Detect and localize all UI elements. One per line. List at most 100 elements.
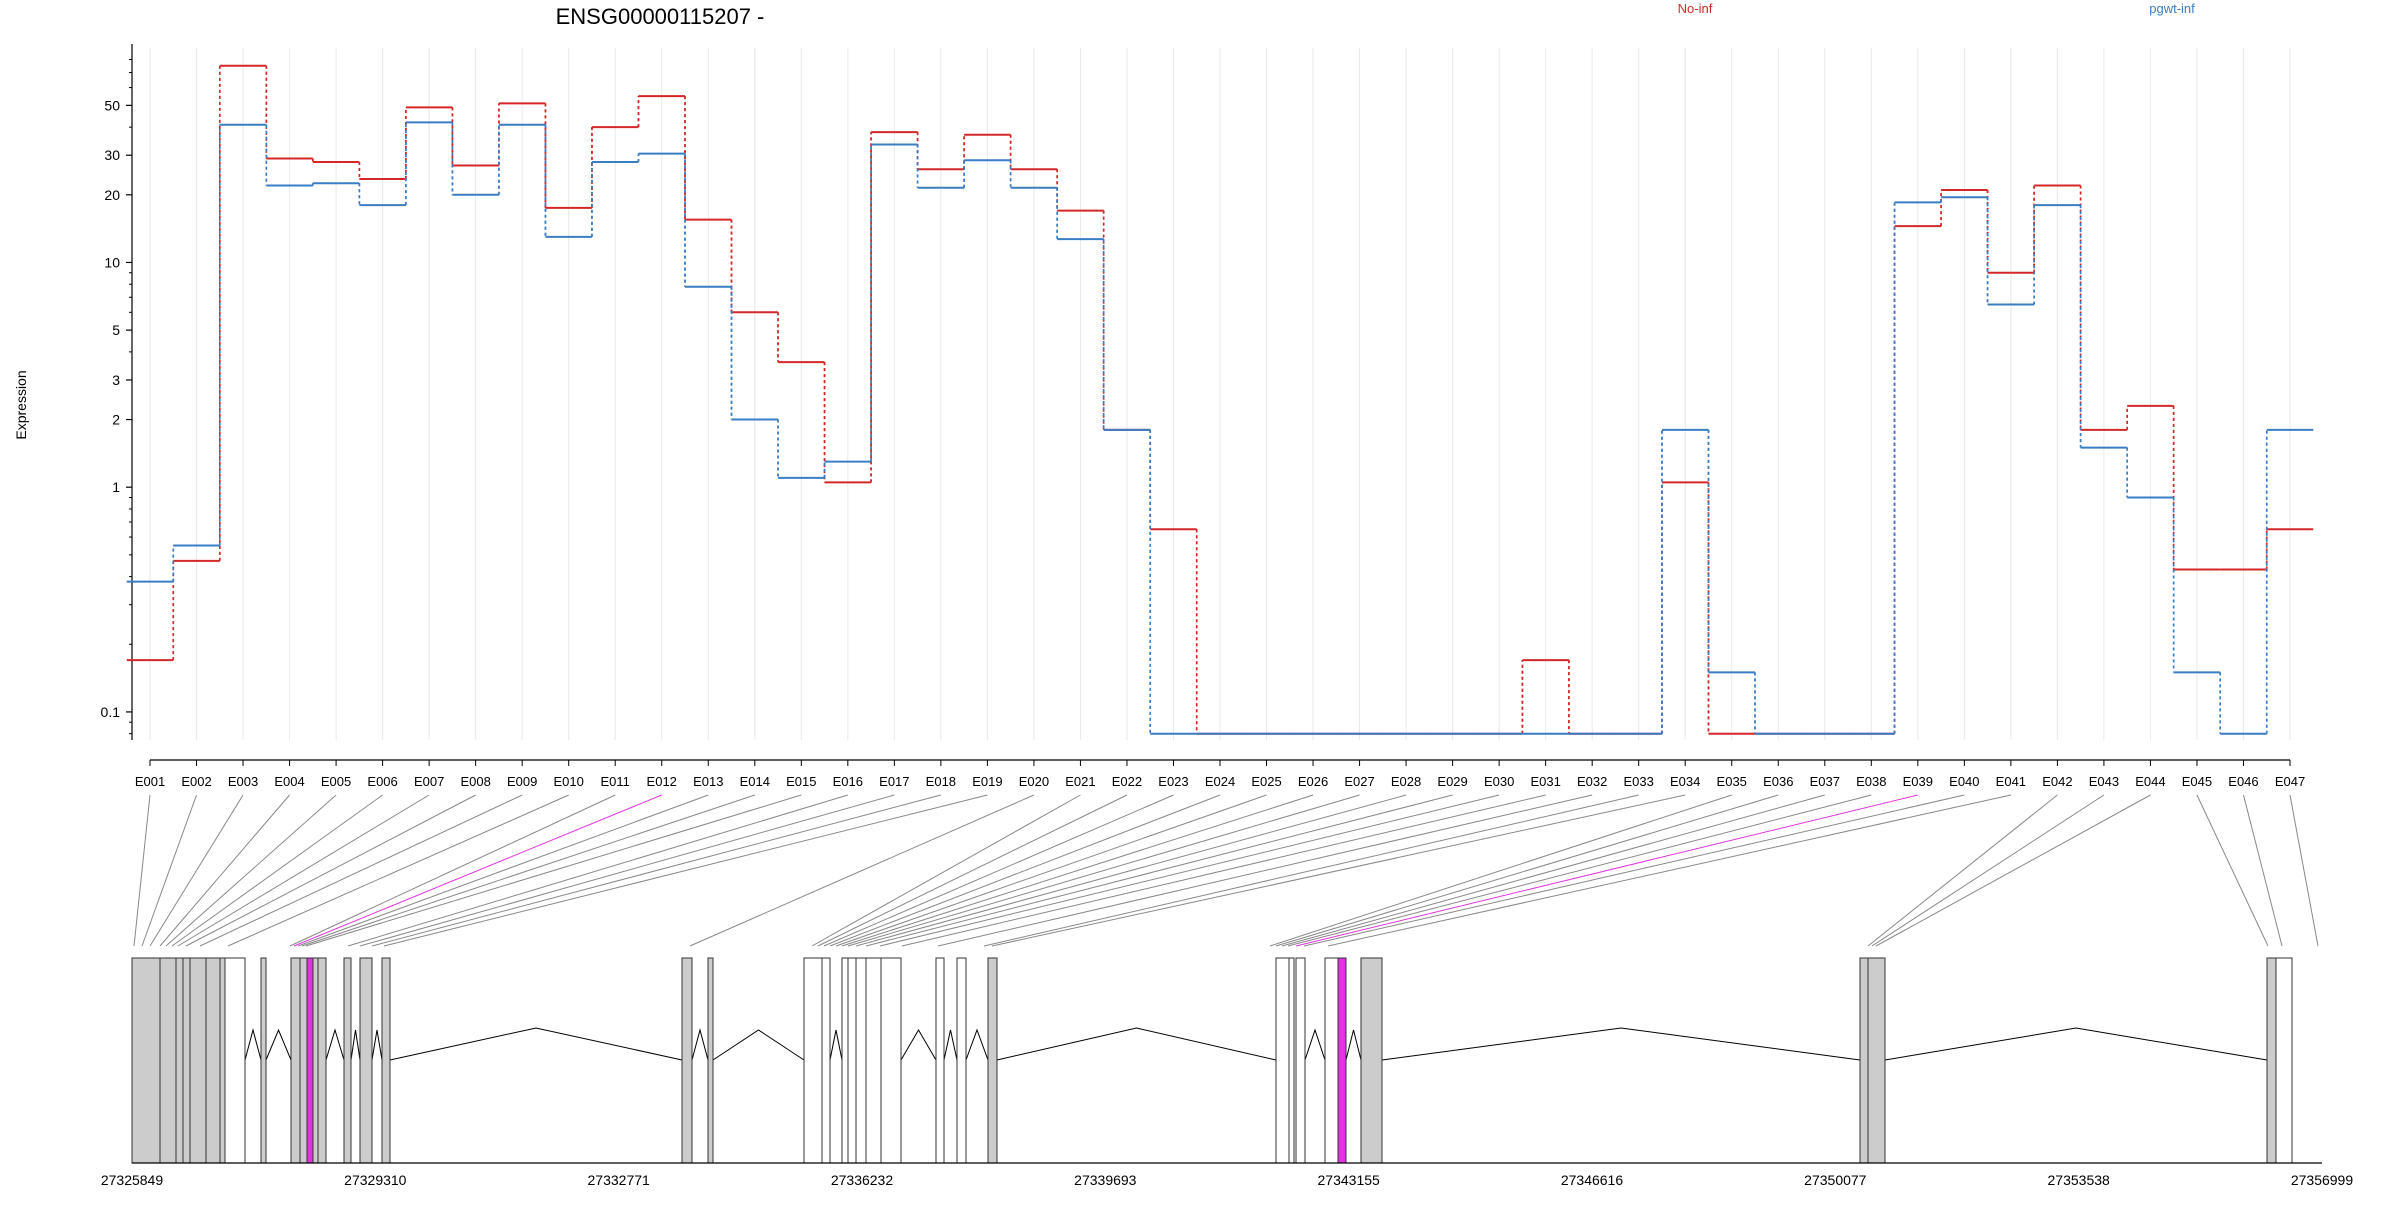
exon-box	[1275, 957, 1290, 1164]
genomic-axis: 27325849 27329310 27332771 27336232 27339693…	[101, 1162, 2354, 1188]
exon-box	[381, 957, 391, 1164]
x-tick-label: E027	[1344, 774, 1374, 789]
exon-connector	[227, 794, 569, 947]
exon-connector	[823, 794, 1174, 947]
exon-connector	[901, 794, 1546, 947]
exon-box	[865, 957, 882, 1164]
x-tick-label: E007	[414, 774, 444, 789]
intron	[1381, 1027, 1861, 1061]
exon-connector	[305, 794, 802, 947]
intron	[265, 1028, 292, 1061]
x-tick-label: E021	[1065, 774, 1095, 789]
y-tick-label: 20	[104, 187, 120, 203]
exon-box	[131, 957, 161, 1164]
exon-connector	[171, 794, 383, 947]
exon-connector	[1303, 794, 1965, 947]
exon-box	[317, 957, 327, 1164]
exon-connector	[1867, 794, 2058, 947]
exon-connector	[2242, 794, 2283, 947]
x-tick-label: E006	[367, 774, 397, 789]
exon-box	[1288, 957, 1295, 1164]
y-tick-label: 3	[112, 372, 120, 388]
exon-box	[987, 957, 998, 1164]
exon-connector	[199, 794, 523, 947]
x-tick-label: E010	[554, 774, 584, 789]
y-tick-label: 50	[104, 97, 120, 113]
exon-box	[855, 957, 867, 1164]
exon-box	[224, 957, 246, 1164]
exon-connector	[371, 794, 941, 947]
exon-box	[182, 957, 191, 1164]
exon-box	[159, 957, 177, 1164]
x-tick-label: E017	[879, 774, 909, 789]
x-tick-label: E039	[1903, 774, 1933, 789]
genomic-tick-label: 27346616	[1561, 1172, 1624, 1188]
intron	[244, 1028, 262, 1061]
y-axis: 0.1 1 2 3 5 10 20 30 50	[101, 44, 133, 740]
exon-box	[707, 957, 714, 1164]
exon-connector	[1327, 794, 2011, 947]
exon-box	[803, 957, 823, 1164]
x-tick-label: E046	[2228, 774, 2258, 789]
exon-connector	[817, 794, 1128, 947]
intron	[350, 1029, 361, 1061]
x-axis: E001 E002 E003 E004 E005 E006 E007 E008 E009 E010…	[135, 759, 2305, 789]
x-tick-label: E005	[321, 774, 351, 789]
exon-box	[841, 957, 849, 1164]
exon-box	[299, 957, 308, 1164]
exon-connector	[991, 794, 1686, 947]
exon-box	[821, 957, 831, 1164]
x-tick-label: E004	[274, 774, 304, 789]
exon-connector	[141, 794, 197, 947]
y-tick-label: 0.1	[101, 704, 121, 720]
x-tick-label: E029	[1437, 774, 1467, 789]
x-tick-label: E015	[786, 774, 816, 789]
y-tick-label: 5	[112, 322, 120, 338]
exon-box	[290, 957, 301, 1164]
x-tick-label: E020	[1019, 774, 1049, 789]
exon-connector	[879, 794, 1500, 947]
x-tick-label: E031	[1530, 774, 1560, 789]
legend-no-inf: No-inf	[1678, 1, 1713, 16]
exon-box	[359, 957, 373, 1164]
x-tick-label: E042	[2042, 774, 2072, 789]
x-tick-label: E016	[833, 774, 863, 789]
x-tick-label: E013	[693, 774, 723, 789]
x-tick-label: E026	[1298, 774, 1328, 789]
exon-connector	[165, 794, 337, 947]
exon-box	[312, 957, 319, 1164]
exon-connector	[347, 794, 848, 947]
vertical-gridlines	[149, 48, 2291, 740]
exon-connector	[359, 794, 895, 947]
exon-connector	[1281, 794, 1825, 947]
exon-box	[880, 957, 902, 1164]
exon-box	[935, 957, 945, 1164]
intron	[389, 1027, 683, 1061]
genomic-tick-label: 27339693	[1074, 1172, 1137, 1188]
genomic-tick-label: 27325849	[101, 1172, 164, 1188]
exon-connector	[301, 794, 755, 947]
y-axis-label: Expression	[13, 370, 29, 439]
exon-connector	[185, 794, 476, 947]
series-lines	[126, 64, 2314, 735]
genomic-tick-label: 27356999	[2291, 1172, 2354, 1188]
exon-box	[681, 957, 693, 1164]
intron	[1884, 1027, 2268, 1061]
exon-box	[2266, 957, 2277, 1164]
exon-connector	[297, 794, 709, 947]
exon-connector	[159, 794, 290, 947]
exon-connector	[2289, 794, 2319, 947]
x-tick-label: E022	[1112, 774, 1142, 789]
x-tick-label: E032	[1577, 774, 1607, 789]
x-tick-label: E038	[1856, 774, 1886, 789]
gene-model	[131, 957, 2293, 1164]
x-tick-label: E011	[601, 774, 630, 789]
x-tick-label: E047	[2275, 774, 2305, 789]
x-tick-label: E028	[1391, 774, 1421, 789]
genomic-tick-label: 27343155	[1318, 1172, 1381, 1188]
exon-connector	[1295, 794, 1918, 947]
intron	[691, 1028, 709, 1061]
exon-box	[175, 957, 184, 1164]
exon-connector	[847, 794, 1360, 947]
